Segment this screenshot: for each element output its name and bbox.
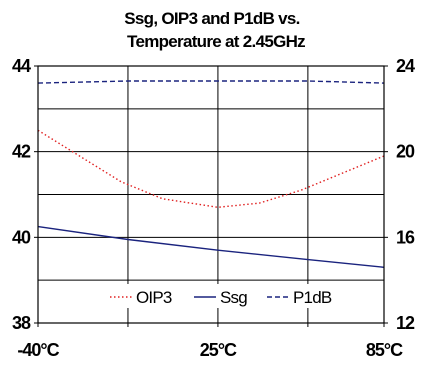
- x-axis-tick-label: 25°C: [200, 340, 237, 360]
- right-axis-tick-label: 12: [396, 313, 415, 333]
- x-axis-tick-label: -40°C: [17, 340, 59, 360]
- left-axis-tick-label: 38: [12, 313, 31, 333]
- left-axis-tick-label: 40: [12, 227, 31, 247]
- series-line-oip3: [37, 129, 385, 209]
- left-axis-tick-label: 44: [12, 56, 31, 76]
- right-axis-tick-label: 24: [396, 56, 415, 76]
- right-axis-tick-label: 16: [396, 227, 415, 247]
- series-line-ssg: [37, 225, 385, 268]
- series-line-p1db: [37, 80, 385, 84]
- legend: OIP3 Ssg P1dB: [106, 284, 333, 308]
- legend-background: [106, 284, 330, 308]
- series-layer: [37, 80, 385, 268]
- plot-border: [37, 65, 385, 324]
- x-axis-tick-label: 85°C: [366, 340, 403, 360]
- left-axis-tick-label: 42: [12, 142, 31, 162]
- legend-label-oip3: OIP3: [136, 288, 172, 307]
- grid-layer: [38, 66, 384, 323]
- legend-label-ssg: Ssg: [220, 288, 247, 307]
- legend-label-p1db: P1dB: [293, 288, 332, 307]
- right-axis-tick-label: 20: [396, 142, 415, 162]
- chart-title-line-1: Ssg, OIP3 and P1dB vs.: [124, 9, 299, 28]
- chart-title-line-2: Temperature at 2.45GHz: [127, 32, 305, 51]
- axis-layer: 38 40 42 44 12 16 20 24 -40°C 25°C 85°C: [12, 56, 416, 360]
